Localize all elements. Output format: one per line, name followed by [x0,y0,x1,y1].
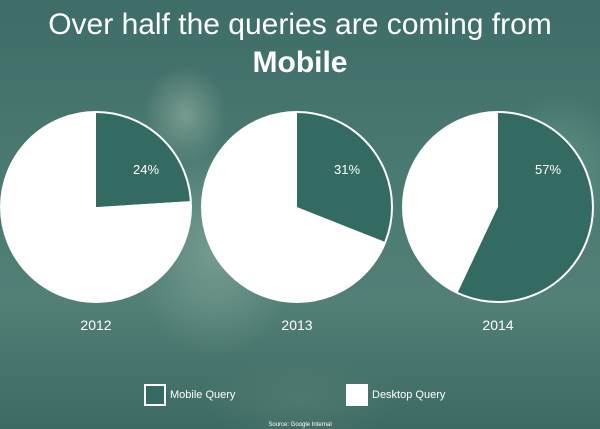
pie-label-mobile-2012: 24% [133,162,159,177]
pie-outline-2012 [0,111,192,303]
legend-item-mobile: Mobile Query [144,381,235,409]
year-label-2014: 2014 [482,317,513,333]
source-note: Source: Google Internal [268,422,332,428]
pie-slice-mobile-2014 [457,112,593,302]
year-label-2013: 2013 [281,317,312,333]
pie-label-mobile-2013: 31% [334,162,360,177]
pie-slice-mobile-2012 [96,112,191,207]
title-line-2: Mobile [252,46,348,79]
legend-swatch-desktop [346,384,368,406]
legend-swatch-mobile [144,384,166,406]
pie-outline-2013 [201,111,393,303]
title-line-1: Over half the queries are coming from [48,8,552,41]
legend-label-desktop: Desktop Query [372,389,446,401]
legend-label-mobile: Mobile Query [170,389,236,401]
year-label-2012: 2012 [80,317,111,333]
pie-slice-desktop-2013 [202,112,386,303]
legend-item-desktop: Desktop Query [346,381,445,409]
pie-slice-desktop-2012 [0,111,191,302]
page-title: Over half the queries are coming from Mo… [0,6,600,82]
pie-slice-desktop-2014 [402,111,498,293]
pie-label-mobile-2014: 57% [535,162,561,177]
pie-outline-2014 [402,111,594,303]
